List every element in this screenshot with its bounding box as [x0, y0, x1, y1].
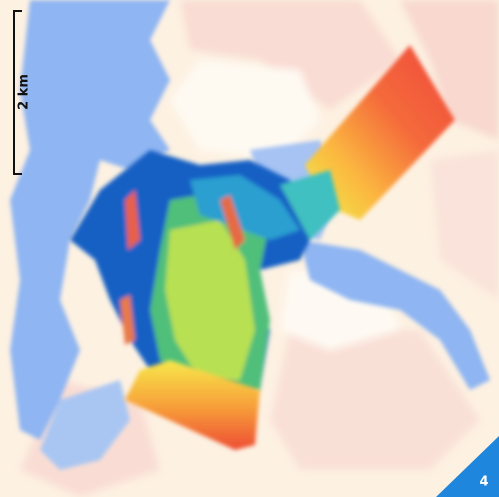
- high-value-strip: [305, 45, 455, 220]
- cyan-zone: [190, 175, 300, 240]
- corner-badge: 4: [436, 436, 499, 497]
- corner-label: 4: [479, 475, 488, 490]
- scale-bar: 2 km: [13, 10, 32, 175]
- terrain-pink: [270, 330, 480, 470]
- scale-label: 2 km: [17, 74, 32, 110]
- terrain-pink: [400, 0, 499, 140]
- region: [10, 0, 170, 440]
- yellow-green-zone: [165, 220, 255, 380]
- terrain: [20, 0, 499, 497]
- region: [300, 240, 490, 390]
- terrain-pink: [180, 0, 400, 110]
- red-streak: [120, 295, 135, 345]
- core: [70, 150, 340, 400]
- cyan-zone: [280, 170, 340, 240]
- corner-triangle: [436, 436, 499, 497]
- region: [40, 380, 130, 470]
- red-streak: [220, 195, 245, 250]
- terrain-light: [170, 60, 320, 160]
- red-streak: [125, 190, 140, 250]
- terrain-pink: [430, 150, 499, 300]
- bottom-band: [125, 360, 260, 450]
